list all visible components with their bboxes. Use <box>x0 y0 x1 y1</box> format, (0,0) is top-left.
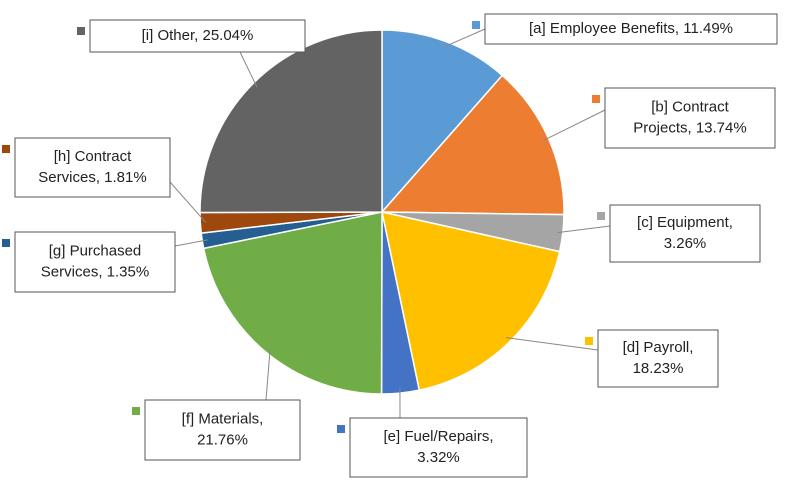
label-box <box>484 13 778 45</box>
pie-slice <box>381 211 561 392</box>
data-label: [d] Payroll, <box>623 339 694 356</box>
leader-line <box>444 28 486 48</box>
label-box <box>604 87 776 149</box>
label-box <box>597 329 719 388</box>
pie-slice <box>381 29 504 214</box>
data-label: [f] Materials, <box>182 410 264 427</box>
label-box <box>144 399 301 461</box>
label-box <box>609 204 761 263</box>
label-box <box>89 19 306 53</box>
leader-line <box>543 109 606 141</box>
legend-marker <box>597 212 605 220</box>
legend-marker <box>592 95 600 103</box>
data-label: [b] Contract <box>651 98 729 115</box>
leader-line <box>174 239 208 247</box>
leader-line <box>169 181 207 223</box>
leader-line <box>505 337 599 351</box>
leader-line <box>265 348 271 401</box>
data-label: 21.76% <box>197 431 248 448</box>
data-label: [i] Other, 25.04% <box>142 27 254 44</box>
leader-line <box>239 51 258 88</box>
label-box <box>14 137 171 198</box>
label-box <box>14 231 176 293</box>
pie-slice <box>202 211 383 395</box>
data-label: 18.23% <box>633 360 684 377</box>
legend-marker <box>2 239 10 247</box>
data-label: [e] Fuel/Repairs, <box>383 428 493 445</box>
label-box <box>349 417 528 478</box>
legend-marker <box>337 425 345 433</box>
data-label: Services, 1.81% <box>38 169 146 186</box>
data-label: [c] Equipment, <box>637 214 733 231</box>
data-label: 3.26% <box>664 235 707 252</box>
legend-marker <box>585 337 593 345</box>
data-label: [a] Employee Benefits, 11.49% <box>529 20 733 37</box>
pie-slice <box>199 29 383 214</box>
leader-line <box>557 225 611 234</box>
data-label: 3.32% <box>417 449 460 466</box>
data-label: [g] Purchased <box>49 242 142 259</box>
legend-marker <box>2 145 10 153</box>
data-label: [h] Contract <box>54 148 132 165</box>
legend-marker <box>77 27 85 35</box>
legend-marker <box>472 21 480 29</box>
data-label: Services, 1.35% <box>41 263 149 280</box>
data-label: Projects, 13.74% <box>633 119 746 136</box>
legend-marker <box>132 407 140 415</box>
